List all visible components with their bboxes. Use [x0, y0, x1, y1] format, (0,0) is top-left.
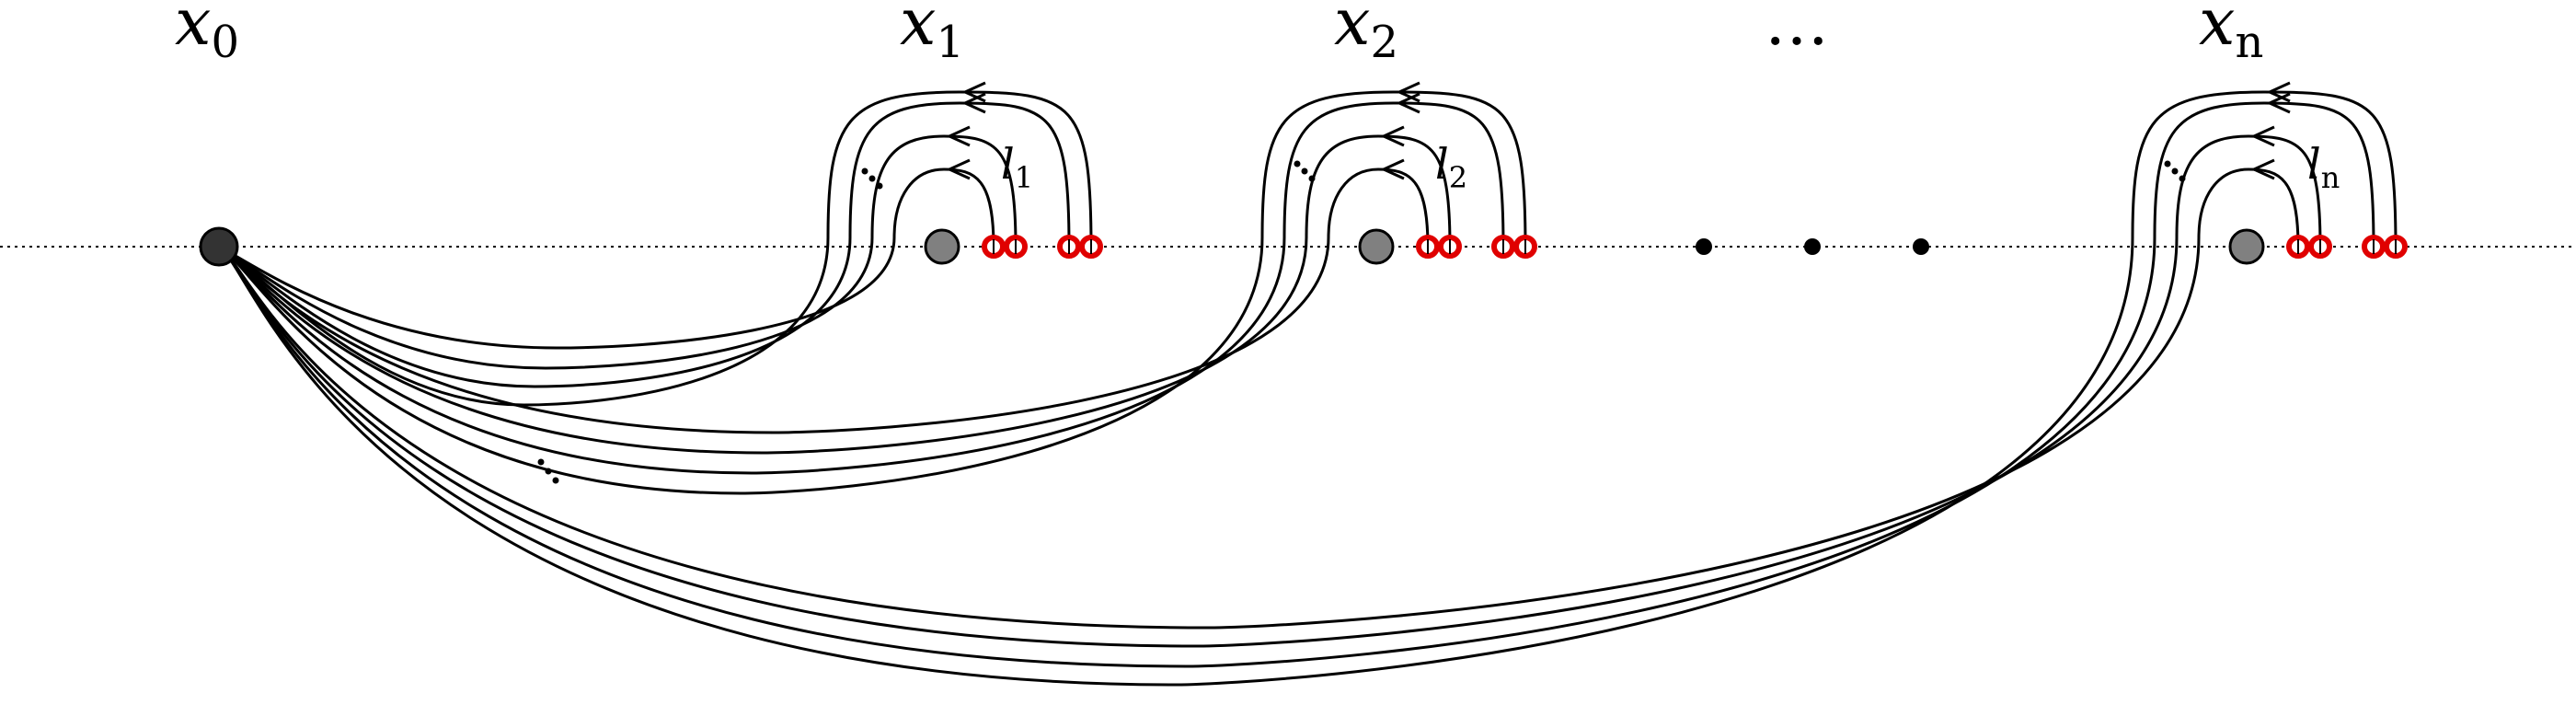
loop-xn-4	[218, 90, 2398, 687]
label-x0: x0	[175, 0, 239, 68]
label-ln: ln	[2307, 139, 2340, 195]
arrowhead-x1-2	[946, 125, 971, 147]
label-l2: l2	[1435, 139, 1467, 195]
arrowhead-xn-2	[2250, 125, 2275, 147]
label-xn: xn	[2199, 0, 2263, 68]
ellipsis-point-3	[1913, 238, 1929, 255]
loop-x1-3	[218, 101, 1071, 388]
arrowhead-x2-1	[1380, 158, 1405, 180]
puncture-x1	[924, 228, 960, 265]
arrowhead-x2-2	[1380, 125, 1405, 147]
loops	[218, 81, 2398, 687]
loop-x2-1	[218, 168, 1430, 434]
loop-x1-1	[218, 168, 995, 350]
arrowhead-x2-4	[1396, 81, 1420, 103]
ellipsis-point-2	[1804, 238, 1821, 255]
puncture-xn	[2228, 228, 2265, 265]
diagonal-dots-2	[1294, 160, 1316, 182]
loop-x2-3	[218, 101, 1505, 475]
top-ellipsis: …	[1765, 0, 1829, 60]
diagonal-dots-lower	[537, 458, 559, 484]
loop-x2-4	[218, 90, 1527, 495]
label-l1: l1	[1001, 139, 1033, 195]
loop-x1-2	[218, 134, 1018, 370]
arrowhead-xn-1	[2250, 158, 2275, 180]
ellipsis-point-1	[1696, 238, 1712, 255]
label-x2: x2	[1334, 0, 1398, 68]
puncture-x2	[1358, 228, 1395, 265]
loop-xn-1	[218, 168, 2300, 630]
arrowhead-x1-4	[961, 81, 986, 103]
points	[199, 226, 2408, 267]
arrowhead-xn-4	[2266, 81, 2291, 103]
diagonal-dots-1	[861, 168, 883, 190]
loop-x2-2	[218, 134, 1452, 455]
basepoint-x0	[199, 226, 239, 267]
label-x1: x1	[900, 0, 964, 68]
arrowhead-x1-1	[946, 158, 971, 180]
loop-x1-4	[218, 90, 1093, 407]
diagonal-dots-n	[2164, 160, 2186, 182]
loop-xn-2	[218, 134, 2322, 648]
loop-xn-3	[218, 101, 2375, 668]
